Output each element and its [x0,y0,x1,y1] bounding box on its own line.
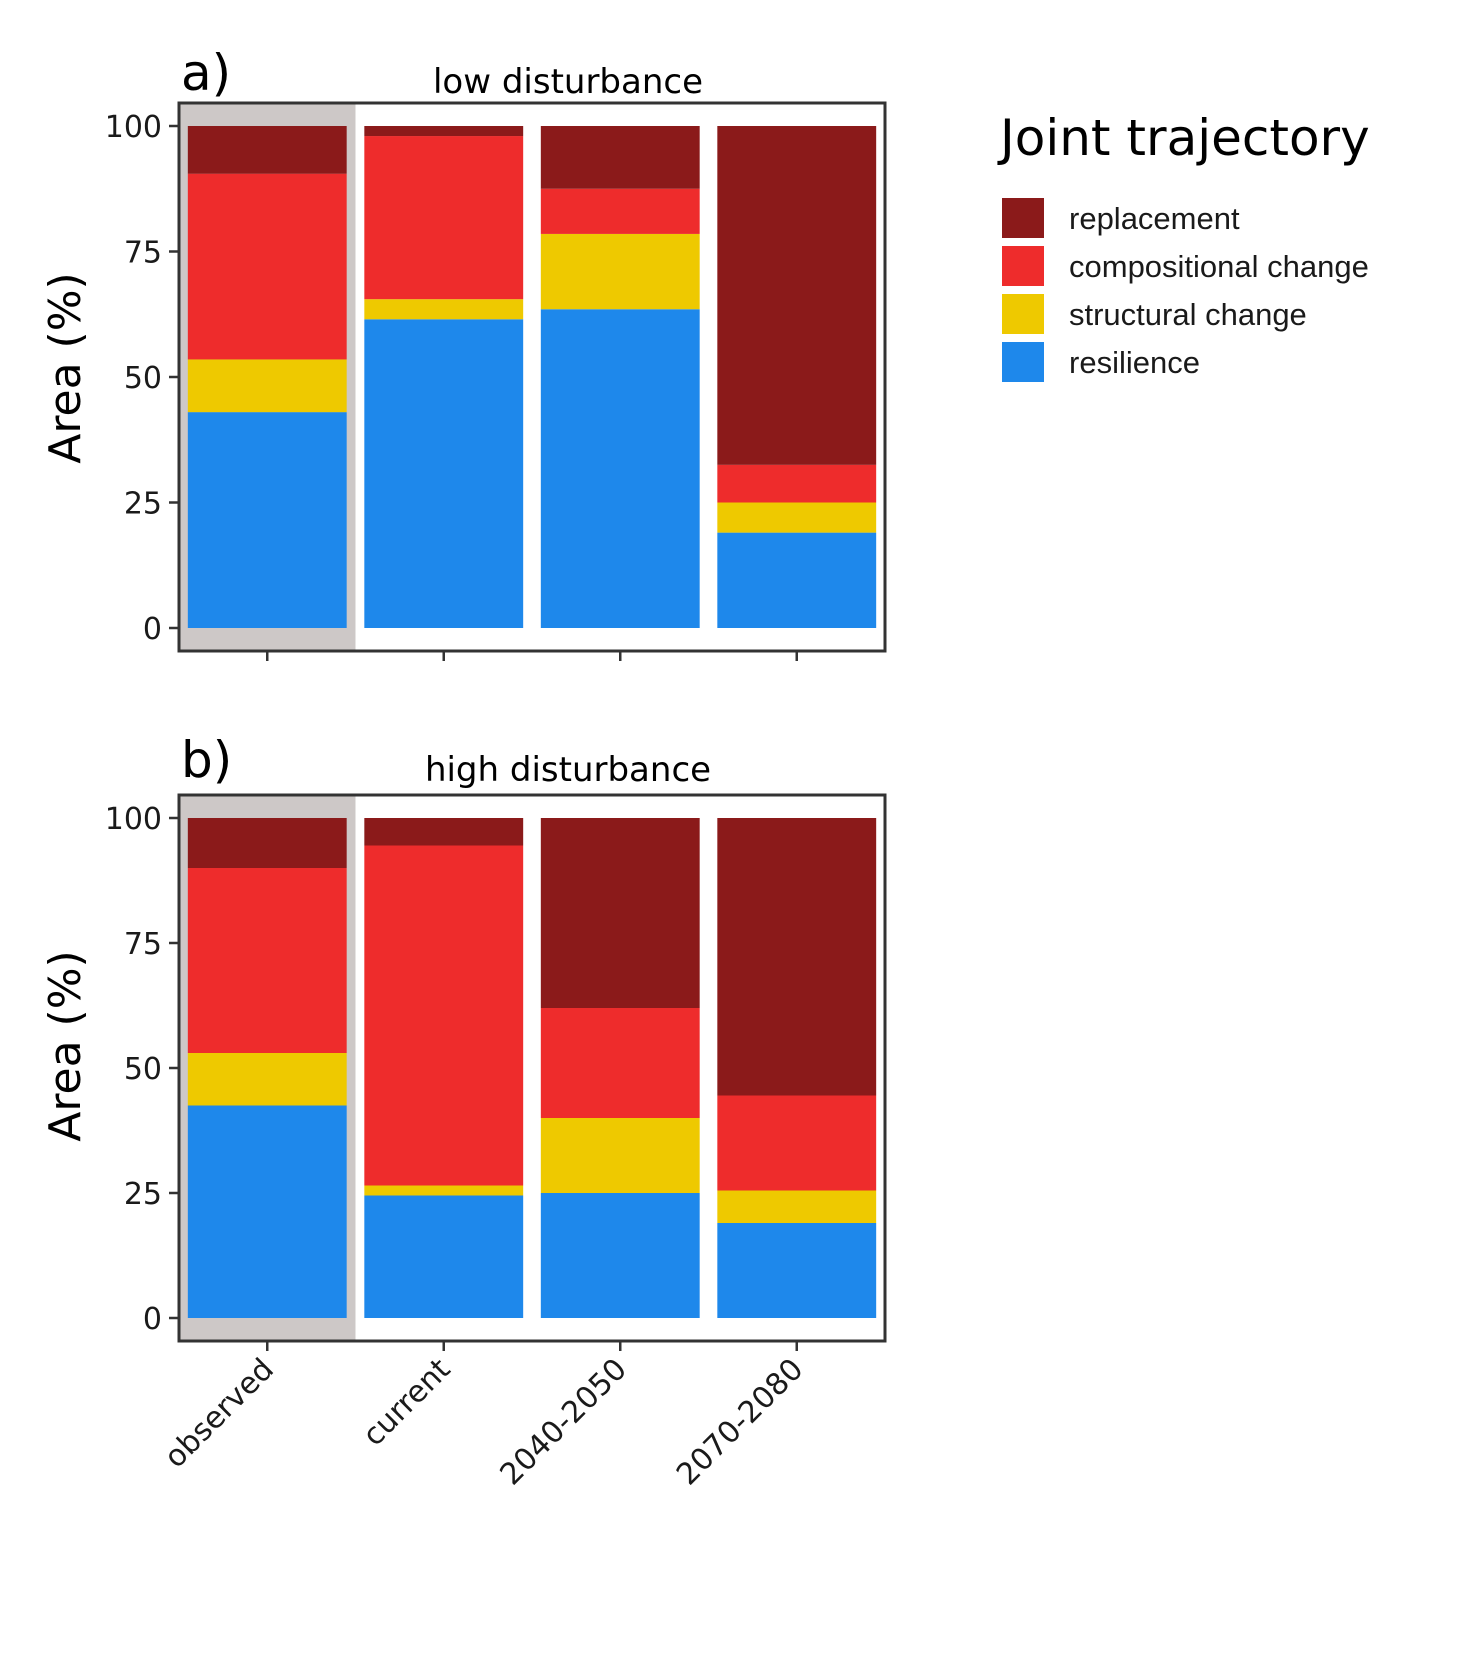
bar-compositional-change-current [364,845,524,1186]
x-tick-label-2040-2050: 2040-2050 [494,1352,634,1492]
x-tick-label-2070-2080: 2070-2080 [670,1352,810,1492]
y-tick-label: 50 [124,361,162,396]
panel-tag: a) [181,44,231,102]
legend-label-resilience: resilience [1069,345,1200,380]
legend-key-replacement [1000,196,1046,240]
y-tick-label: 25 [124,1177,162,1212]
panel-a: 0 25 50 75 100 Area (%) a) low disturbance [40,44,887,661]
bar-replacement-current [364,818,524,846]
bar-replacement-2070-2080 [717,818,877,1096]
bar-resilience-2040-2050 [540,1193,700,1318]
bar-compositional-change-2070-2080 [717,464,877,503]
bar-compositional-change-2040-2050 [540,188,700,234]
legend-key-compositional-change [1000,244,1046,288]
bar-replacement-observed [187,126,347,174]
bar-resilience-observed [187,412,347,628]
bar-resilience-2040-2050 [540,309,700,628]
y-axis-title: Area (%) [40,950,91,1141]
bar-replacement-2070-2080 [717,126,877,465]
y-tick-label: 0 [143,1302,162,1337]
facet-title: low disturbance [433,62,703,102]
y-tick-label: 25 [124,487,162,522]
panel-tag: b) [181,731,232,789]
bar-resilience-2070-2080 [717,1223,877,1318]
legend-label-structural-change: structural change [1069,297,1307,332]
y-tick-label: 100 [105,802,162,837]
x-tick-label-current: current [356,1352,457,1453]
y-tick-label: 75 [124,927,162,962]
y-axis-title: Area (%) [40,272,91,463]
bar-structural-change-2040-2050 [540,1118,700,1193]
y-tick-label: 100 [105,110,162,145]
bar-resilience-observed [187,1105,347,1318]
legend-title: Joint trajectory [997,109,1370,167]
facet-title: high disturbance [425,750,711,790]
panel-b: 0 25 50 75 100 observed current 2040-2050 2070-2… [40,731,887,1492]
bar-resilience-current [364,319,524,628]
bar-resilience-current [364,1195,524,1318]
y-tick-label: 50 [124,1052,162,1087]
bar-structural-change-2070-2080 [717,1190,877,1223]
bar-structural-change-2070-2080 [717,502,877,533]
bar-compositional-change-observed [187,173,347,360]
legend-label-compositional-change: compositional change [1069,249,1369,284]
bar-structural-change-observed [187,359,347,413]
bar-replacement-2040-2050 [540,126,700,189]
y-tick-label: 75 [124,236,162,271]
bar-replacement-current [364,126,524,137]
bar-compositional-change-2040-2050 [540,1008,700,1118]
y-tick-label: 0 [143,612,162,647]
bar-compositional-change-current [364,136,524,300]
legend-label-replacement: replacement [1069,201,1240,236]
legend: Joint trajectory replacement compositional… [997,109,1370,384]
legend-key-structural-change [1000,292,1046,336]
bar-compositional-change-2070-2080 [717,1095,877,1191]
legend-key-resilience [1000,340,1046,384]
bar-replacement-2040-2050 [540,818,700,1008]
bar-structural-change-current [364,299,524,320]
bar-resilience-2070-2080 [717,532,877,628]
bar-replacement-observed [187,818,347,868]
bar-compositional-change-observed [187,868,347,1053]
bar-structural-change-2040-2050 [540,233,700,310]
x-tick-label-observed: observed [158,1352,281,1475]
bar-structural-change-current [364,1185,524,1196]
bar-structural-change-observed [187,1053,347,1106]
